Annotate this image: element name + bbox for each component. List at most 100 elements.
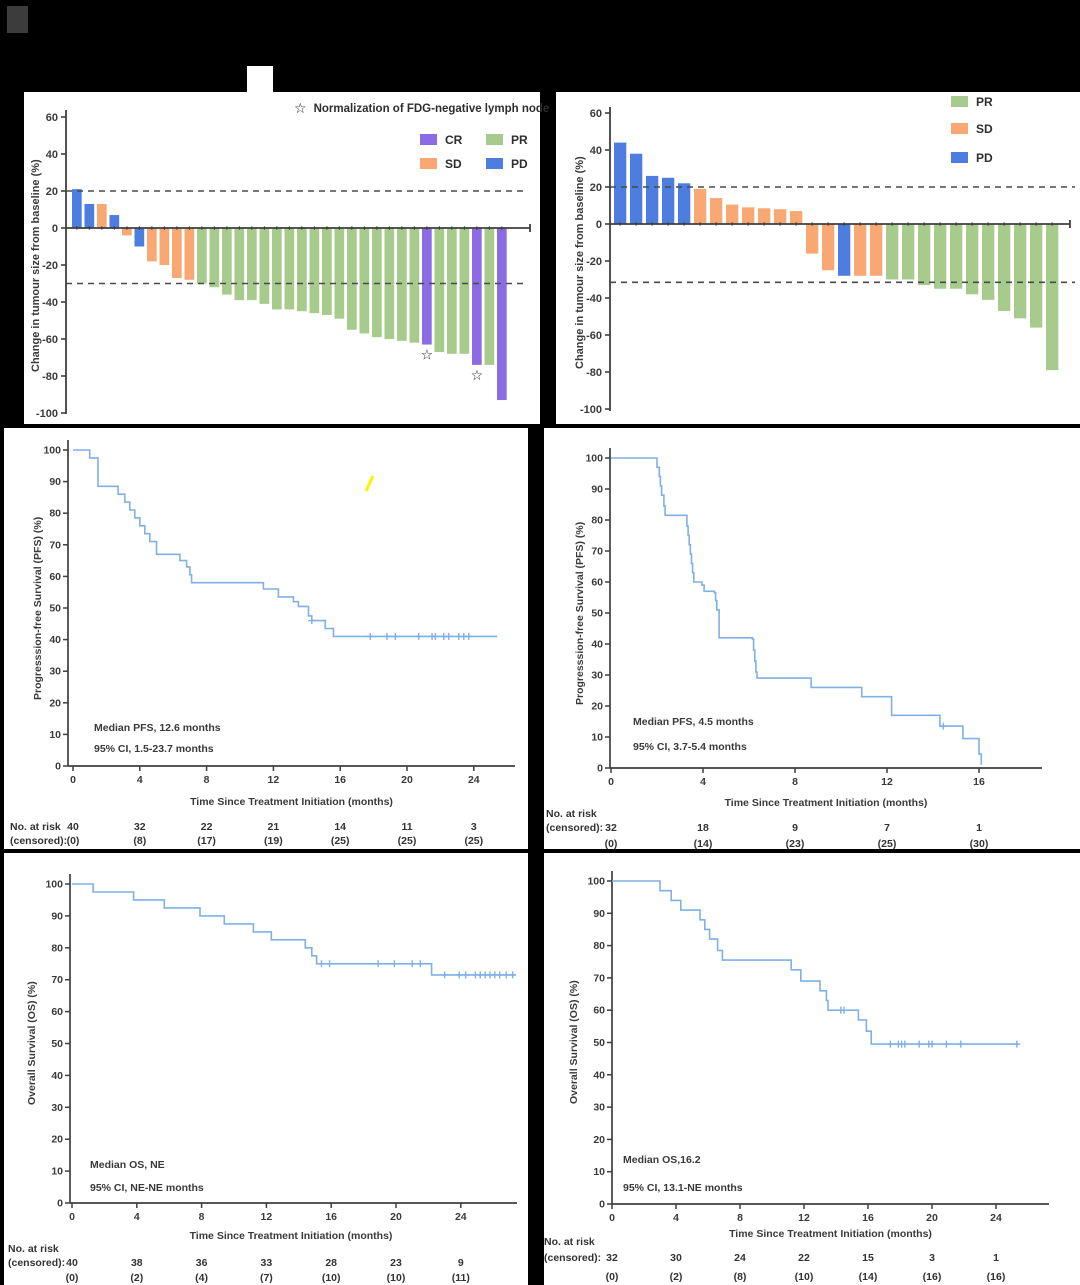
y-axis-label: Change in tumour size from baseline (%) [30,159,42,373]
y-tick-label: 0 [596,219,602,231]
y-tick-label: 0 [52,223,58,235]
y-tick-label: 0 [55,761,61,773]
at-risk-count: 40 [66,1257,78,1269]
legend-label: CR [445,132,463,147]
y-tick-label: -20 [42,260,58,272]
x-axis-label: Time Since Treatment Initiation (months) [189,1230,393,1242]
y-tick-label: 80 [49,508,61,520]
bar-sd [806,224,819,254]
pr-swatch-icon [486,134,503,145]
panel-waterfall-right: 60 40 20 0 -20 -40 -60 -80 -100 Change in tumour… [556,92,1080,424]
x-tick-label: 12 [881,776,893,788]
median-line: Median OS,16.2 [623,1154,701,1166]
legend-item-pr: PR [486,132,528,147]
bar-sd [184,228,195,280]
at-risk-count: 36 [196,1257,208,1269]
y-tick-label: -80 [586,367,602,379]
bar-pr [272,228,282,310]
legend-label: SD [445,156,462,171]
bar-pr [334,228,345,319]
bar-pr [409,228,420,343]
waterfall-left-plot: ☆ ☆ 60 40 20 0 -20 -40 -60 -80 -100 [36,110,531,420]
bar-pr [347,228,357,330]
at-risk-count: 15 [862,1252,874,1264]
bar-sd [790,211,803,224]
bar-pr [1014,224,1027,319]
risk-header: No. at risk [10,821,61,833]
censored-count: (19) [264,835,283,847]
bar-pd [72,189,82,228]
bar-pd [662,177,675,224]
censored-count: (14) [694,838,713,849]
bar-pr [222,228,232,295]
legend-item-pr: PR [951,94,993,109]
at-risk-count: 30 [670,1252,682,1264]
panel-waterfall-left: ☆ ☆ 60 40 20 0 -20 -40 -60 -80 -100 Change in tumo… [24,92,549,424]
y-tick-label: 90 [49,476,61,488]
censored-count: (16) [923,1271,942,1283]
bar-sd [774,209,787,224]
at-risk-count: 3 [471,821,477,833]
x-tick-label: 16 [973,776,985,788]
at-risk-count: 3 [929,1252,935,1264]
x-tick-label: 0 [609,1212,615,1224]
at-risk-count: 18 [697,822,709,834]
y-tick-label: 20 [593,1134,605,1146]
pr-swatch-icon [951,96,968,107]
y-tick-label: 50 [49,603,61,615]
at-risk-count: 21 [268,821,280,833]
at-risk-count: 40 [67,821,79,833]
km-curve [72,883,516,976]
x-tick-label: 0 [69,1211,75,1223]
x-tick-label: 0 [608,776,614,788]
censored-count: (10) [795,1271,814,1283]
x-tick-label: 0 [70,774,76,786]
y-tick-label: 0 [597,763,603,775]
x-tick-label: 16 [334,774,346,786]
x-tick-label: 24 [455,1211,467,1223]
page-artifact [7,6,28,33]
censored-count: (7) [260,1272,273,1284]
x-axis-label: Time Since Treatment Initiation (months) [729,1228,932,1240]
legend-label: PR [976,94,993,109]
censored-count: (14) [859,1271,878,1283]
bar-pr [209,228,220,288]
bar-sd [159,228,170,265]
x-tick-label: 12 [261,1211,273,1223]
y-tick-label: 40 [593,1069,605,1081]
y-tick-label: 30 [593,1102,605,1114]
km-curve [73,449,498,638]
y-tick-label: 30 [49,666,61,678]
y-tick-label: 10 [51,1166,63,1178]
bar-pr [447,228,457,354]
censored-count: (2) [130,1272,143,1284]
bar-pr [197,228,207,284]
bar-pr [950,224,963,289]
legend-item-pd: PD [486,156,528,171]
legend-item-pd: PD [951,150,993,165]
at-risk-count: 32 [134,821,146,833]
censored-count: (25) [878,838,897,849]
censored-count: (0) [605,838,618,849]
bar-pr [322,228,332,315]
bar-pd [134,228,145,247]
y-tick-label: -60 [42,334,58,346]
y-tick-label: 60 [590,108,602,120]
x-tick-label: 8 [792,776,798,788]
at-risk-count: 38 [131,1257,143,1269]
y-tick-label: 50 [591,608,603,620]
bar-pr [284,228,295,310]
y-tick-label: 100 [43,445,61,457]
censored-count: (25) [398,835,417,847]
legend-label: PR [511,132,528,147]
at-risk-count: 1 [993,1252,999,1264]
bar-pr [484,228,495,365]
censored-count: (4) [195,1272,208,1284]
bar-pr [902,224,915,280]
at-risk-count: 11 [401,821,412,833]
median-annotation: Median OS, NE 95% CI, NE-NE months [90,1154,204,1200]
bar-pr [459,228,470,354]
panel-os-left: 100 90 80 70 60 50 40 30 20 10 0 0 4 8 12 16 20 24 40 (0) 38… [4,853,528,1285]
